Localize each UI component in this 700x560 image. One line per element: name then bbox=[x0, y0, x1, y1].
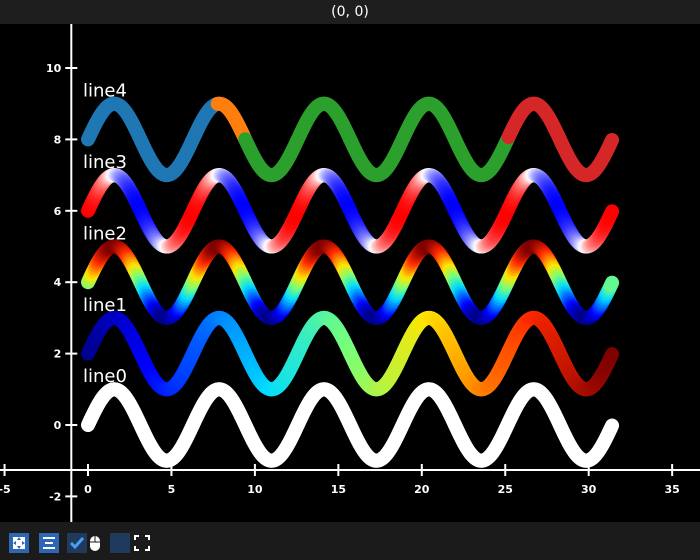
series-line0 bbox=[81, 382, 620, 468]
fullscreen-button[interactable] bbox=[132, 533, 152, 553]
line-segment bbox=[603, 275, 620, 293]
y-tick-label: -2 bbox=[49, 490, 61, 503]
checkmark-icon bbox=[69, 537, 85, 550]
series-label: line3 bbox=[83, 152, 127, 173]
series-label: line2 bbox=[83, 223, 127, 244]
series-label: line4 bbox=[83, 81, 127, 102]
y-tick-label: 8 bbox=[54, 133, 62, 146]
line-segment bbox=[603, 418, 620, 436]
x-tick-label: 15 bbox=[331, 483, 346, 496]
series-label: line1 bbox=[83, 295, 127, 316]
y-tick-label: 10 bbox=[46, 62, 62, 75]
line-segment bbox=[603, 347, 620, 364]
blank-box[interactable] bbox=[110, 533, 130, 553]
align-button[interactable] bbox=[39, 533, 59, 553]
series-line4 bbox=[81, 96, 620, 183]
line-segment bbox=[603, 132, 620, 150]
x-tick-label: 25 bbox=[498, 483, 513, 496]
checkbox-button[interactable] bbox=[67, 533, 87, 553]
x-tick-label: 5 bbox=[168, 483, 176, 496]
x-tick-label: 30 bbox=[581, 483, 597, 496]
x-tick-label: 35 bbox=[664, 483, 679, 496]
window-title: (0, 0) bbox=[0, 0, 700, 24]
plot-area[interactable]: -5 0 5 10 15 20 25 30 35 -2 0 2 4 6 8 10 line0 line1 line… bbox=[0, 24, 700, 522]
mouse-button[interactable] bbox=[89, 533, 101, 553]
mouse-icon bbox=[90, 536, 100, 551]
plot-toolbar bbox=[0, 522, 700, 560]
x-tick-label: 20 bbox=[414, 483, 430, 496]
fullscreen-icon bbox=[134, 535, 150, 551]
series-line3 bbox=[81, 168, 620, 254]
y-tick-label: 4 bbox=[54, 276, 62, 289]
align-icon bbox=[43, 537, 55, 549]
series-line2 bbox=[81, 239, 620, 325]
series-line1 bbox=[81, 310, 620, 397]
x-tick-label: 0 bbox=[84, 483, 92, 496]
x-tick-label: -5 bbox=[0, 483, 11, 496]
y-tick-label: 6 bbox=[54, 205, 62, 218]
line-chart[interactable]: -5 0 5 10 15 20 25 30 35 -2 0 2 4 6 8 10 line0 line1 line… bbox=[0, 24, 700, 522]
fit-icon bbox=[13, 537, 25, 549]
x-tick-label: 10 bbox=[247, 483, 263, 496]
series-label: line0 bbox=[83, 366, 127, 387]
fit-button[interactable] bbox=[9, 533, 29, 553]
line-segment bbox=[603, 204, 620, 222]
y-tick-label: 2 bbox=[54, 348, 62, 361]
y-tick-label: 0 bbox=[54, 419, 62, 432]
